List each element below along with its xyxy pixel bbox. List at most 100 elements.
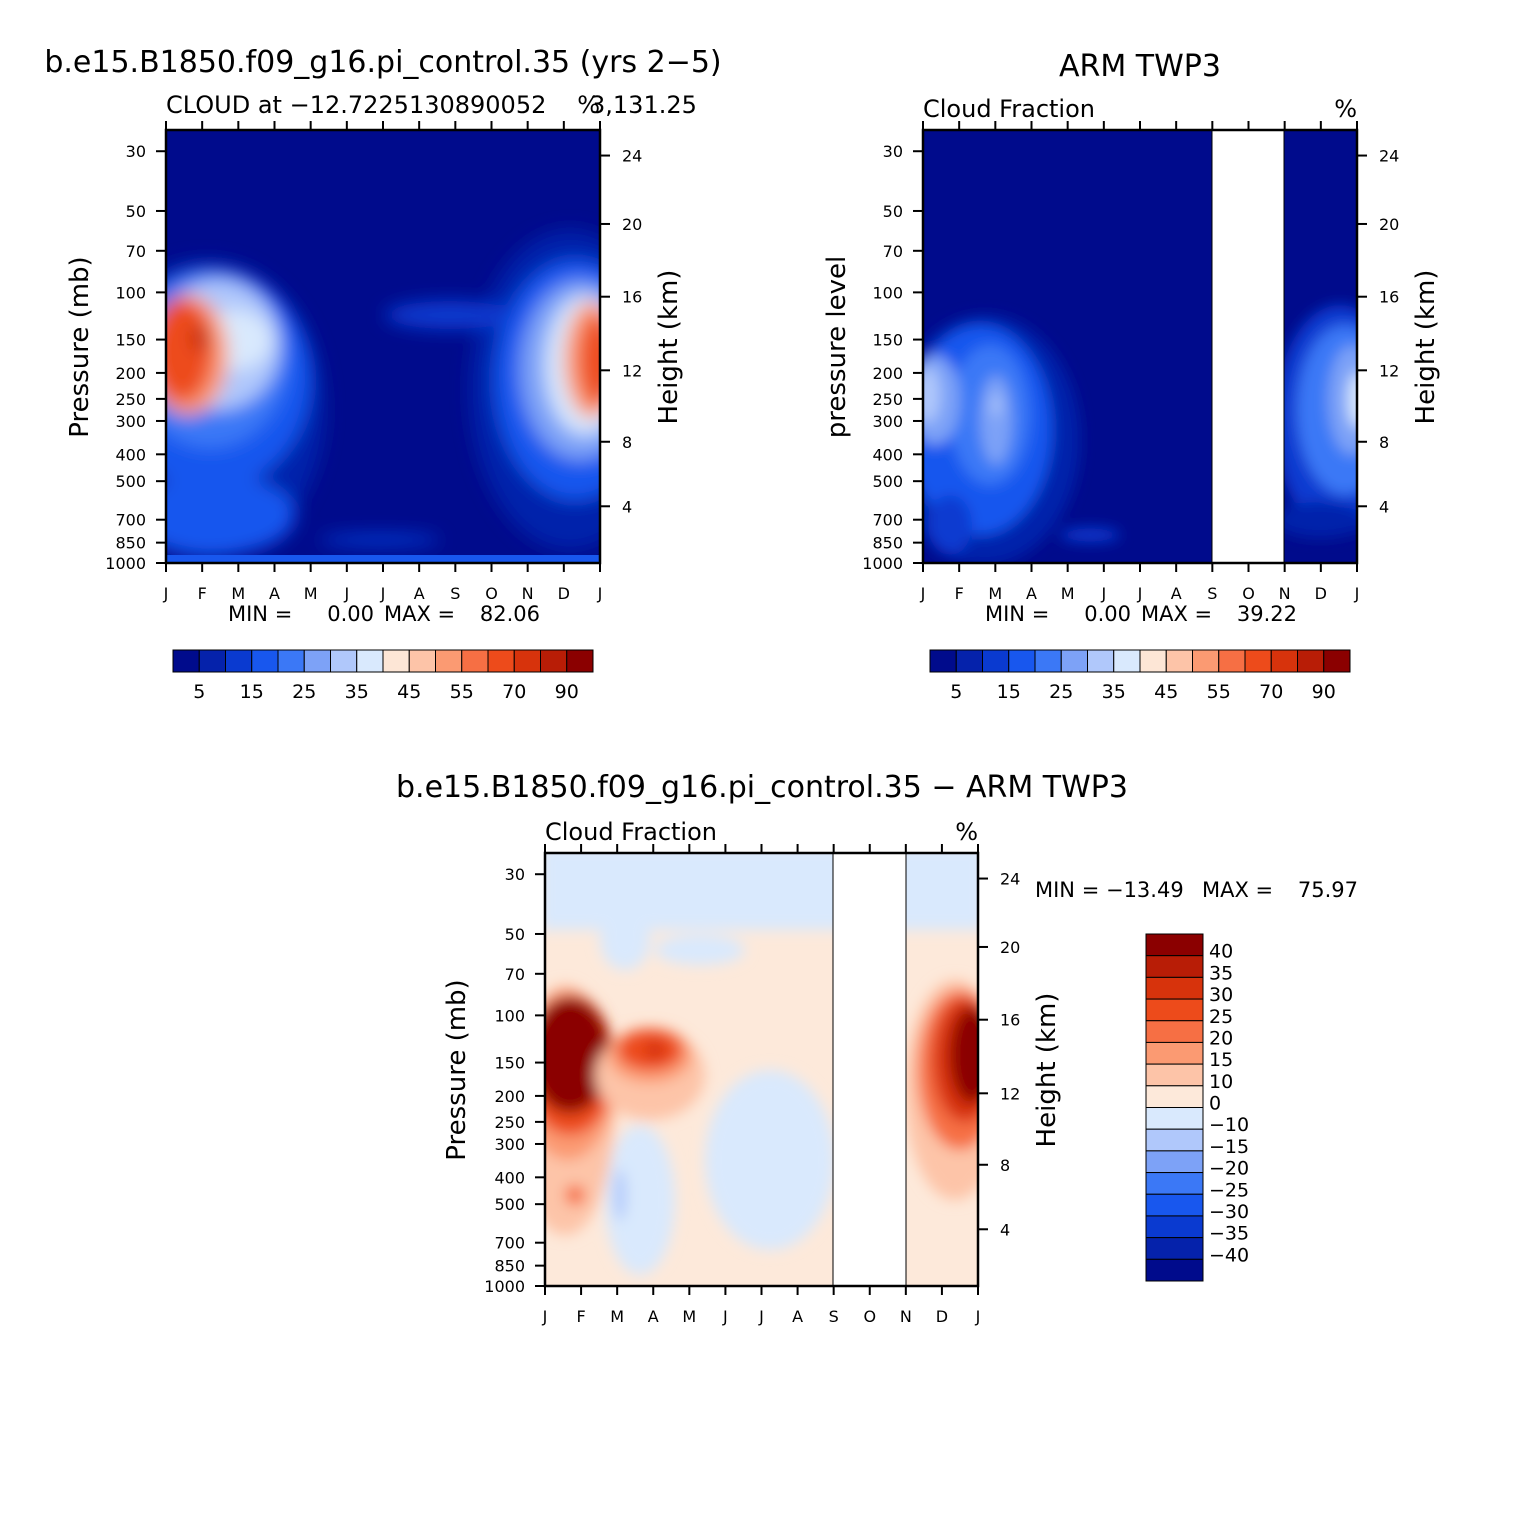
y-tick-label: 1000 <box>105 554 146 573</box>
model-left-core <box>193 324 207 352</box>
y2-tick-label: 20 <box>622 215 642 234</box>
y2-tick-label: 24 <box>622 147 642 166</box>
x-tick-label: N <box>900 1307 912 1326</box>
y-tick-label: 1000 <box>862 554 903 573</box>
panel-model-units: % <box>577 91 600 119</box>
colorbar-label: −10 <box>1209 1114 1249 1136</box>
x-tick-label: F <box>198 584 207 603</box>
y2-tick-label: 20 <box>1379 215 1399 234</box>
obs-right-l3 <box>1328 345 1357 455</box>
model-surface-strip <box>166 555 600 563</box>
x-tick-label: J <box>1100 584 1106 603</box>
x-tick-label: J <box>163 584 169 603</box>
colorbar-swatch <box>540 649 568 673</box>
colorbar-swatch <box>487 649 515 673</box>
colorbar-swatch <box>1145 1128 1204 1152</box>
x-tick-label: A <box>1171 584 1182 603</box>
colorbar-label: 0 <box>1209 1093 1221 1115</box>
diff-upper-dip <box>600 910 650 970</box>
colorbar-label: 20 <box>1209 1027 1233 1049</box>
y2-tick-label: 8 <box>1379 433 1389 452</box>
y-tick-label: 70 <box>126 242 146 261</box>
colorbar-label: −40 <box>1209 1244 1249 1266</box>
panel-model-colorbar: 5 15 25 35 45 55 70 90 <box>172 649 594 703</box>
model-tongue <box>385 301 515 329</box>
colorbar-swatch <box>566 649 594 673</box>
y2-tick-label: 20 <box>1000 938 1020 957</box>
y-tick-label: 100 <box>872 283 903 302</box>
panel-diff-max-label: MAX = <box>1202 878 1273 902</box>
panel-obs-colorbar: 5 15 25 35 45 55 70 90 <box>929 649 1351 703</box>
colorbar-swatch <box>435 649 463 673</box>
colorbar-swatch <box>330 649 358 673</box>
colorbar-label: 45 <box>397 681 421 703</box>
colorbar-swatch <box>1145 1172 1204 1195</box>
colorbar-swatch <box>198 649 226 673</box>
y-tick-label: 100 <box>494 1006 525 1025</box>
y-tick-label: 50 <box>505 925 525 944</box>
panel-diff-ylabel: Pressure (mb) <box>442 979 472 1160</box>
x-tick-label: J <box>1354 584 1360 603</box>
obs-left-l5 <box>923 367 940 423</box>
colorbar-swatch <box>982 649 1010 673</box>
colorbar-label: 10 <box>1209 1071 1233 1093</box>
colorbar-label: 40 <box>1209 941 1233 963</box>
colorbar-swatch <box>1145 1107 1204 1130</box>
y-tick-label: 400 <box>115 445 146 464</box>
y-tick-label: 400 <box>494 1168 525 1187</box>
x-tick-label: J <box>380 584 386 603</box>
colorbar-label: 45 <box>1154 681 1178 703</box>
panel-diff-max-value: 75.97 <box>1298 878 1358 902</box>
panel-obs-ylabel: pressure level <box>822 256 852 438</box>
colorbar-swatch <box>1244 649 1272 673</box>
y-tick-label: 700 <box>872 511 903 530</box>
diff-neg-mid <box>705 1070 835 1250</box>
model-right-core <box>580 315 600 405</box>
colorbar-label: 25 <box>292 681 316 703</box>
panel-diff-units: % <box>955 818 978 846</box>
colorbar-label: 70 <box>502 681 526 703</box>
y2-tick-label: 12 <box>1000 1084 1020 1103</box>
y-tick-label: 300 <box>115 412 146 431</box>
x-tick-label: A <box>1026 584 1037 603</box>
panel-model-max-value: 82.06 <box>480 602 540 626</box>
y-tick-label: 150 <box>494 1054 525 1073</box>
panel-obs-min-value: 0.00 <box>1084 602 1131 626</box>
y-tick-label: 30 <box>505 865 525 884</box>
colorbar-label: 55 <box>450 681 474 703</box>
colorbar-label: 5 <box>193 681 205 703</box>
y-tick-label: 70 <box>505 965 525 984</box>
x-tick-label: M <box>1061 584 1075 603</box>
y-tick-label: 250 <box>872 390 903 409</box>
colorbar-swatch <box>1145 976 1204 1000</box>
panel-obs-subtitle: Cloud Fraction <box>923 95 1095 123</box>
colorbar-swatch <box>1145 1041 1204 1065</box>
colorbar-label: 25 <box>1209 1006 1233 1028</box>
colorbar-label: 15 <box>997 681 1021 703</box>
panel-model-y2label: Height (km) <box>654 270 684 425</box>
panel-diff-title: b.e15.B1850.f09_g16.pi_control.35 − ARM … <box>396 770 1128 805</box>
y2-tick-label: 16 <box>622 288 642 307</box>
x-tick-label: M <box>304 584 318 603</box>
y2-tick-label: 24 <box>1379 147 1399 166</box>
x-tick-label: J <box>975 1307 981 1326</box>
panel-obs-y2label: Height (km) <box>1411 270 1441 425</box>
colorbar-swatch <box>1145 933 1204 957</box>
colorbar-label: 5 <box>950 681 962 703</box>
y-tick-label: 1000 <box>484 1277 525 1296</box>
y-tick-label: 250 <box>115 390 146 409</box>
panel-diff-subtitle: Cloud Fraction <box>545 818 717 846</box>
colorbar-swatch <box>1113 649 1141 673</box>
panel-obs-min-label: MIN = <box>985 602 1049 626</box>
colorbar-swatch <box>1145 1063 1204 1087</box>
obs-low-blob <box>928 495 972 555</box>
panel-obs: ARM TWP3 Cloud Fraction % <box>822 49 1441 703</box>
y-tick-label: 200 <box>494 1087 525 1106</box>
panel-model-min-label: MIN = <box>228 602 292 626</box>
